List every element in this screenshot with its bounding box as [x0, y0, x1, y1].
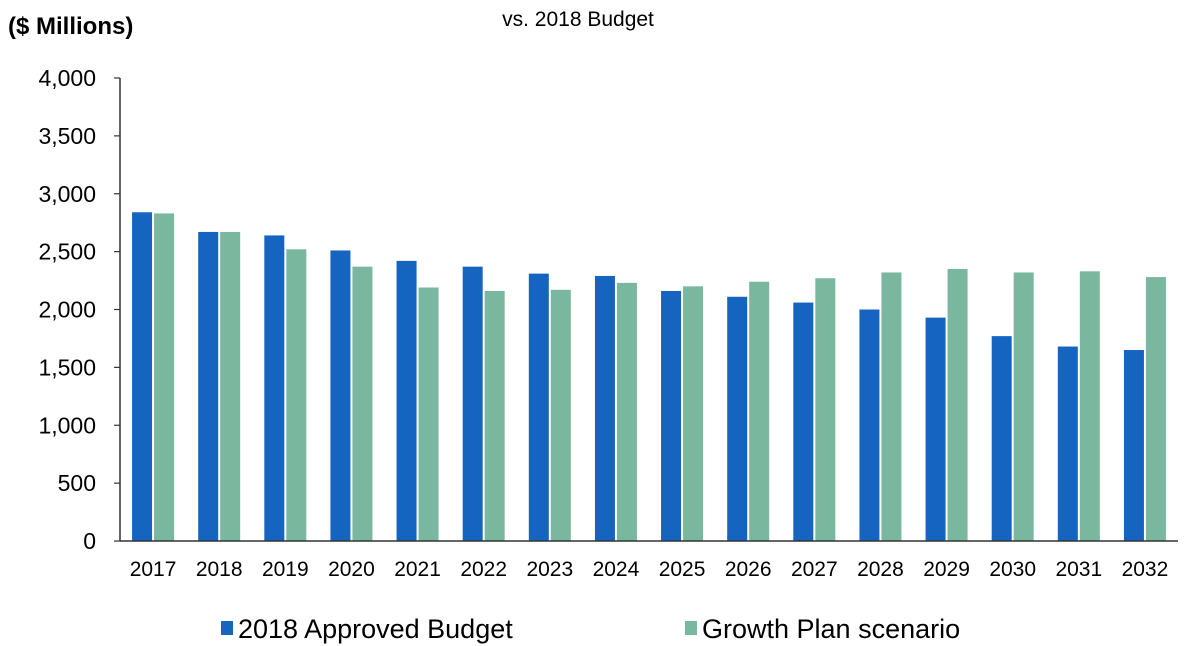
- bar-growth-plan: [881, 272, 902, 541]
- x-tick-label: 2017: [130, 558, 177, 581]
- bar-growth-plan: [749, 281, 770, 541]
- y-tick-label: 0: [83, 528, 96, 554]
- bar-approved-budget: [727, 296, 748, 541]
- x-tick-label: 2023: [526, 558, 573, 581]
- bar-growth-plan: [1145, 277, 1166, 541]
- legend-swatch-approved: [221, 621, 233, 635]
- x-tick-label: 2019: [262, 558, 309, 581]
- bar-approved-budget: [462, 266, 483, 541]
- x-tick-label: 2022: [460, 558, 507, 581]
- x-tick-label: 2030: [989, 558, 1036, 581]
- bar-growth-plan: [220, 231, 241, 541]
- legend-swatch-growth: [685, 621, 697, 635]
- x-axis-ticks: 2017 2018 2019 2020 2021 2022 2023 2024 2025 2026…: [130, 558, 1169, 581]
- bar-growth-plan: [154, 213, 175, 542]
- x-tick-label: 2024: [593, 558, 640, 581]
- bar-growth-plan: [947, 268, 968, 541]
- bar-approved-budget: [991, 336, 1012, 541]
- bar-approved-budget: [528, 273, 549, 541]
- x-tick-label: 2031: [1055, 558, 1102, 581]
- bar-growth-plan: [683, 286, 704, 541]
- legend-label-growth: Growth Plan scenario: [702, 614, 960, 644]
- bar-approved-budget: [1057, 346, 1078, 541]
- y-tick-label: 1,500: [38, 354, 96, 380]
- bar-approved-budget: [661, 290, 682, 541]
- bar-growth-plan: [352, 266, 373, 541]
- x-tick-label: 2032: [1122, 558, 1169, 581]
- y-tick-label: 3,500: [38, 123, 96, 149]
- legend: 2018 Approved Budget Growth Plan scenari…: [221, 614, 960, 644]
- x-tick-label: 2028: [857, 558, 904, 581]
- bar-approved-budget: [396, 260, 417, 541]
- bar-growth-plan: [418, 287, 439, 541]
- chart-title: vs. 2018 Budget: [502, 8, 654, 31]
- bar-approved-budget: [198, 231, 219, 541]
- legend-label-approved: 2018 Approved Budget: [238, 614, 513, 644]
- bar-growth-plan: [815, 278, 836, 541]
- x-tick-label: 2029: [923, 558, 970, 581]
- y-tick-label: 500: [58, 470, 96, 496]
- bar-growth-plan: [550, 289, 571, 541]
- bar-approved-budget: [264, 235, 285, 542]
- bar-growth-plan: [616, 282, 637, 541]
- x-tick-label: 2018: [196, 558, 243, 581]
- y-tick-label: 2,500: [38, 239, 96, 265]
- y-tick-label: 1,000: [38, 412, 96, 438]
- bar-growth-plan: [1079, 271, 1100, 541]
- y-tick-label: 3,000: [38, 181, 96, 207]
- x-tick-label: 2027: [791, 558, 838, 581]
- x-tick-label: 2026: [725, 558, 772, 581]
- bar-approved-budget: [1123, 350, 1144, 541]
- bar-approved-budget: [132, 212, 153, 541]
- bars: [132, 212, 1166, 542]
- x-tick-label: 2020: [328, 558, 375, 581]
- bar-approved-budget: [330, 250, 351, 541]
- bar-growth-plan: [484, 290, 505, 541]
- bar-approved-budget: [925, 317, 946, 541]
- x-tick-label: 2025: [659, 558, 706, 581]
- bar-growth-plan: [286, 249, 307, 541]
- x-tick-label: 2021: [394, 558, 441, 581]
- bar-approved-budget: [793, 302, 814, 541]
- unit-label: ($ Millions): [8, 13, 133, 40]
- bar-approved-budget: [594, 275, 615, 541]
- bar-growth-plan: [1013, 272, 1034, 541]
- y-tick-label: 4,000: [38, 65, 96, 91]
- y-axis-ticks: 0 500 1,000 1,500 2,000 2,500 3,000 3,500 4,000: [38, 65, 120, 554]
- bar-approved-budget: [859, 309, 880, 541]
- y-tick-label: 2,000: [38, 297, 96, 323]
